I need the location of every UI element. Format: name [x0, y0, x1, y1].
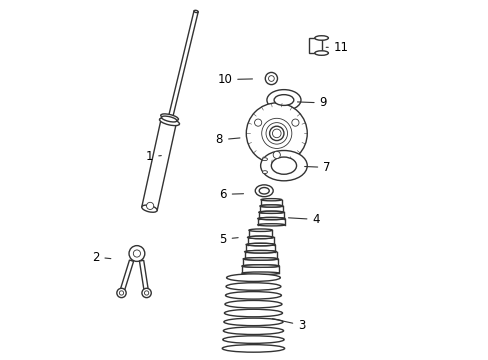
Ellipse shape [274, 95, 293, 105]
Circle shape [142, 288, 151, 298]
Ellipse shape [262, 158, 267, 161]
Circle shape [291, 119, 298, 126]
Text: 3: 3 [272, 319, 305, 332]
Ellipse shape [259, 188, 269, 194]
Ellipse shape [262, 171, 267, 174]
Ellipse shape [224, 301, 282, 308]
Ellipse shape [258, 217, 284, 220]
Circle shape [265, 72, 277, 85]
Ellipse shape [142, 205, 157, 212]
Circle shape [272, 129, 281, 138]
Text: 1: 1 [145, 150, 161, 163]
Polygon shape [168, 11, 198, 116]
Ellipse shape [257, 224, 285, 226]
Ellipse shape [266, 90, 301, 111]
Text: 2: 2 [92, 251, 111, 264]
Text: 5: 5 [219, 233, 238, 246]
Ellipse shape [247, 243, 273, 246]
Polygon shape [139, 260, 148, 293]
Polygon shape [119, 260, 133, 294]
Circle shape [246, 103, 306, 164]
Ellipse shape [225, 283, 280, 290]
Ellipse shape [255, 185, 273, 197]
Circle shape [273, 151, 280, 158]
Ellipse shape [241, 272, 279, 274]
Ellipse shape [314, 51, 328, 55]
Circle shape [144, 291, 148, 295]
Ellipse shape [222, 345, 284, 352]
Polygon shape [142, 117, 177, 210]
Ellipse shape [225, 292, 281, 299]
Ellipse shape [260, 205, 282, 207]
Text: 10: 10 [217, 73, 252, 86]
Circle shape [117, 288, 126, 298]
Ellipse shape [243, 265, 278, 267]
Ellipse shape [248, 229, 272, 231]
Ellipse shape [314, 36, 328, 40]
Ellipse shape [245, 251, 275, 253]
Ellipse shape [271, 157, 296, 174]
Ellipse shape [223, 336, 284, 343]
Ellipse shape [261, 199, 281, 201]
Circle shape [119, 291, 123, 295]
Circle shape [129, 246, 144, 261]
Ellipse shape [194, 10, 198, 13]
Circle shape [146, 202, 153, 210]
Ellipse shape [260, 150, 306, 181]
Ellipse shape [244, 258, 276, 260]
Ellipse shape [260, 211, 282, 213]
Ellipse shape [159, 118, 179, 126]
Ellipse shape [257, 217, 285, 220]
Text: 8: 8 [215, 133, 240, 146]
Text: 7: 7 [304, 161, 330, 174]
Text: 11: 11 [325, 41, 348, 54]
Ellipse shape [248, 236, 272, 239]
Ellipse shape [226, 274, 280, 282]
Ellipse shape [243, 258, 278, 260]
Ellipse shape [224, 309, 282, 317]
Ellipse shape [244, 251, 276, 253]
Circle shape [133, 250, 140, 257]
Ellipse shape [258, 211, 284, 213]
Circle shape [268, 76, 274, 81]
Text: 9: 9 [297, 96, 326, 109]
Text: 6: 6 [219, 188, 243, 201]
Polygon shape [309, 38, 321, 53]
Ellipse shape [161, 116, 177, 122]
Text: 4: 4 [288, 213, 319, 226]
Ellipse shape [245, 243, 275, 246]
Ellipse shape [224, 318, 283, 326]
Ellipse shape [241, 265, 279, 267]
Ellipse shape [161, 114, 178, 121]
Ellipse shape [261, 205, 281, 207]
Ellipse shape [247, 236, 273, 239]
Ellipse shape [223, 327, 283, 334]
Circle shape [269, 126, 284, 140]
Circle shape [254, 119, 261, 126]
